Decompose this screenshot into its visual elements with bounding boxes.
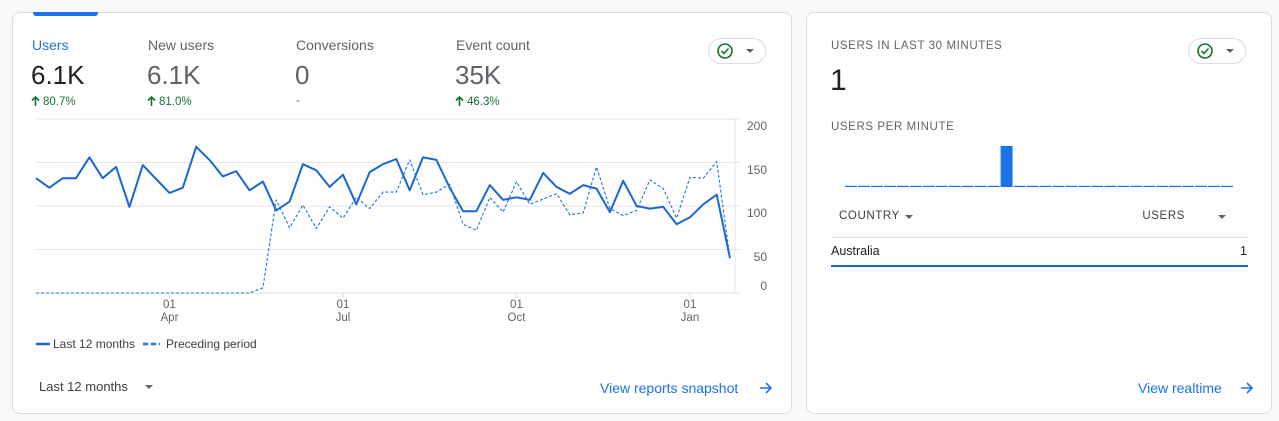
realtime-value: 1 xyxy=(830,64,847,97)
bar xyxy=(857,185,870,187)
bar xyxy=(1091,185,1104,187)
metric-label[interactable]: Conversions xyxy=(296,37,374,53)
sort-arrow xyxy=(1218,215,1226,219)
bar xyxy=(1052,185,1065,187)
arrow-icon xyxy=(1241,382,1254,394)
bar xyxy=(948,185,961,187)
date-range-selector[interactable]: Last 12 months xyxy=(39,379,128,394)
bar xyxy=(1039,185,1052,187)
bar xyxy=(1117,185,1130,187)
status-dropdown[interactable] xyxy=(708,38,766,64)
metric-change: 80.7% xyxy=(43,96,76,108)
metric-value: 6.1K xyxy=(147,60,201,90)
overview-card xyxy=(12,12,792,414)
metric-value: 6.1K xyxy=(31,60,85,90)
table-cell: Australia xyxy=(831,244,880,258)
bar xyxy=(1078,185,1091,187)
column-header[interactable]: USERS xyxy=(1142,210,1185,222)
realtime-card xyxy=(806,12,1272,414)
y-tick-label: 50 xyxy=(753,249,767,264)
bar xyxy=(870,185,883,187)
up-arrow xyxy=(455,96,464,106)
bar xyxy=(1169,185,1182,187)
x-tick-label: 01 Apr xyxy=(160,299,179,325)
bar xyxy=(1000,146,1013,187)
x-tick-label: 01 Oct xyxy=(507,299,526,325)
series-line xyxy=(35,145,731,259)
x-tick-label: 01 Jan xyxy=(680,299,700,325)
bar xyxy=(1195,185,1208,187)
bar xyxy=(935,185,948,187)
realtime-title: USERS IN LAST 30 MINUTES xyxy=(831,40,1003,52)
bar xyxy=(1065,185,1078,187)
metric-label[interactable]: Users xyxy=(32,37,69,53)
bar-chart-title: USERS PER MINUTE xyxy=(831,121,955,133)
y-tick-label: 150 xyxy=(746,162,767,177)
metric-change: - xyxy=(296,95,300,107)
bar xyxy=(845,185,857,187)
status-dropdown[interactable] xyxy=(1188,38,1246,64)
bar xyxy=(1221,185,1233,187)
column-header[interactable]: COUNTRY xyxy=(839,210,900,222)
bar xyxy=(883,185,896,187)
metric-change: 46.3% xyxy=(467,96,500,108)
row-bar xyxy=(831,265,1248,267)
up-arrow xyxy=(147,96,156,106)
bar xyxy=(974,185,987,187)
bar xyxy=(1026,185,1039,187)
bar xyxy=(961,185,974,187)
bar xyxy=(1130,185,1143,187)
bar xyxy=(1013,185,1026,187)
bar xyxy=(1156,185,1169,187)
legend-label[interactable]: Last 12 months xyxy=(53,337,136,351)
bar xyxy=(987,185,1000,187)
view-realtime-link[interactable]: View realtime xyxy=(1138,380,1222,396)
series-line xyxy=(36,159,731,294)
bar xyxy=(896,185,909,187)
table-cell: 1 xyxy=(1240,244,1247,258)
x-tick-label: 01 Jul xyxy=(335,299,351,325)
y-tick-label: 0 xyxy=(760,279,767,293)
bar xyxy=(1104,185,1117,187)
table-divider xyxy=(831,237,1248,238)
view-reports-link[interactable]: View reports snapshot xyxy=(600,380,739,396)
y-tick-label: 100 xyxy=(746,206,767,220)
metric-change: 81.0% xyxy=(159,96,192,108)
sort-arrow xyxy=(905,215,913,219)
selected-tab-indicator xyxy=(33,12,98,16)
status-icon xyxy=(1197,43,1234,59)
bar xyxy=(922,185,935,187)
dropdown-arrow xyxy=(145,385,153,389)
metric-label[interactable]: Event count xyxy=(456,37,530,53)
legend-label[interactable]: Preceding period xyxy=(166,337,257,351)
bar xyxy=(1182,185,1195,187)
bar xyxy=(1143,185,1156,187)
up-arrow xyxy=(31,96,40,106)
arrow-icon xyxy=(760,382,773,394)
y-tick-label: 200 xyxy=(746,119,767,133)
metric-value: 0 xyxy=(295,60,310,90)
bar xyxy=(909,185,922,187)
metric-value: 35K xyxy=(455,60,502,90)
metric-label[interactable]: New users xyxy=(148,37,215,53)
status-icon xyxy=(717,43,754,59)
bar xyxy=(1208,185,1221,187)
